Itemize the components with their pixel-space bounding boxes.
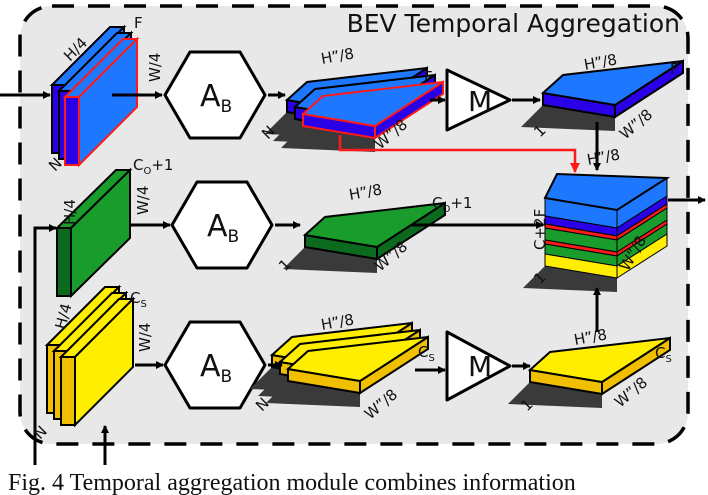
label-h8-out1: H”/8 <box>583 50 619 73</box>
bev-encoder-hexagon-row1 <box>163 50 267 140</box>
label-w4-row2: W/4 <box>134 186 152 215</box>
wedge-top <box>300 81 444 128</box>
bev-tensor-row2 <box>283 201 446 273</box>
merge-label-row1: M <box>468 85 492 118</box>
combined-side-band <box>616 233 668 279</box>
hex-label-row3: AB <box>200 349 232 387</box>
bev-encoder-hexagon-row3 <box>163 320 267 410</box>
label-h8-row2: H”/8 <box>348 180 384 203</box>
label-h8-row1: H”/8 <box>320 44 356 67</box>
label-cs-row3: CS <box>130 289 147 310</box>
feature-map-row1-current <box>62 36 140 168</box>
block-front <box>60 356 76 426</box>
wedge-top <box>302 202 446 249</box>
merge-triangle-row3 <box>445 330 512 402</box>
label-co-wedge-row2: CO+1 <box>432 194 472 215</box>
input-arrow-row2 <box>33 224 57 465</box>
bev-output-row3 <box>508 336 671 408</box>
wedge-shadow <box>508 382 602 408</box>
label-h8-combined: H”/8 <box>586 145 622 168</box>
figure-caption: Fig. 4 Temporal aggregation module combi… <box>8 470 576 495</box>
label-co-row2: CO+1 <box>133 156 173 177</box>
block-front <box>64 96 80 166</box>
bev-tensor-row3-current <box>266 335 429 407</box>
combined-top <box>543 172 671 212</box>
feature-map-row2 <box>54 167 133 299</box>
label-w4-row1: W/4 <box>146 53 164 82</box>
wedge-shadow <box>521 105 615 131</box>
wedge-shadow <box>283 247 377 273</box>
label-f-out1: F <box>670 60 679 78</box>
wedge-shadow <box>281 126 375 152</box>
label-h8-row3: H”/8 <box>320 310 356 333</box>
wedge-top <box>285 336 429 383</box>
merge-label-row3: M <box>468 350 492 383</box>
wedge-shadow <box>523 266 617 292</box>
hex-label-row2: AB <box>207 209 239 247</box>
current-frame-skip-arrow <box>338 135 580 173</box>
label-w4-row3: W/4 <box>136 323 154 352</box>
hex-label-row1: AB <box>200 79 232 117</box>
module-title: BEV Temporal Aggregation <box>347 9 680 38</box>
label-c2f-combined: C+2F <box>531 209 549 250</box>
block-front <box>56 227 72 297</box>
wedge-top <box>527 337 671 384</box>
label-cs-wedge-row3: CS <box>418 343 435 364</box>
bev-output-row1 <box>521 59 684 131</box>
wedge-shadow <box>266 381 360 407</box>
bev-tensor-row1-current <box>281 80 444 152</box>
feature-map-row3-current <box>58 296 136 428</box>
merge-triangle-row1 <box>445 68 512 132</box>
label-cs-out3: CS <box>655 344 672 365</box>
label-h8-out3: H”/8 <box>573 325 609 348</box>
wedge-top <box>540 60 684 107</box>
label-h4-row2: H/4 <box>61 199 79 225</box>
bev-encoder-hexagon-row2 <box>170 180 274 270</box>
combined-bev-tensor <box>523 172 671 292</box>
label-f-row1: F <box>134 14 143 32</box>
label-f-wedge-row1: F <box>424 68 433 86</box>
